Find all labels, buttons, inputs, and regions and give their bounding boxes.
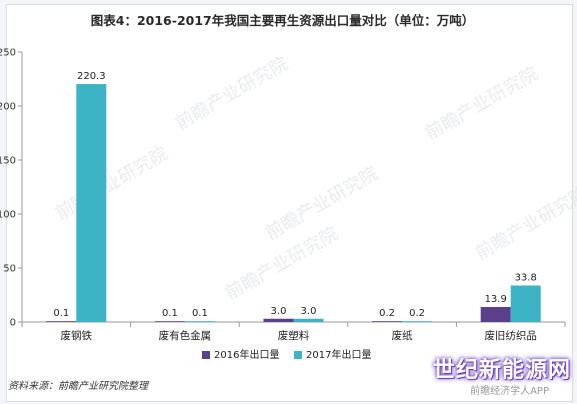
bar	[46, 321, 77, 322]
data-label: 3.0	[271, 306, 287, 317]
brand-subtitle: 前瞻经济学人APP	[470, 386, 549, 397]
bar	[184, 321, 215, 322]
y-tick-label: 100	[0, 210, 16, 221]
data-label: 0.1	[162, 308, 178, 319]
bar	[263, 318, 294, 322]
watermark-text: 前瞻产业研究院	[422, 63, 542, 144]
bar	[402, 321, 433, 322]
data-label: 0.1	[53, 308, 69, 319]
bar	[372, 321, 403, 322]
data-label: 0.1	[192, 308, 208, 319]
brand-watermark: 世纪新能源网	[432, 358, 571, 383]
x-tick-label: 废塑料	[278, 329, 310, 342]
data-label: 0.2	[409, 308, 425, 319]
bar	[480, 306, 511, 322]
data-labels: 0.1 0.1 3.0 0.2 13.9 220.3 0.1 3.0 0.2 33.8	[53, 71, 536, 319]
data-label: 33.8	[515, 272, 537, 283]
x-tick-label: 废纸	[392, 329, 413, 342]
bar	[76, 84, 107, 323]
y-tick-label: 150	[0, 156, 16, 167]
data-label: 0.2	[379, 308, 395, 319]
legend: 2016年出口量 2017年出口量	[202, 348, 371, 361]
bar	[293, 318, 324, 322]
x-tick-label: 废有色金属	[159, 329, 212, 342]
legend-swatch	[294, 351, 302, 359]
data-label: 3.0	[301, 306, 317, 317]
chart-title: 图表4：2016-2017年我国主要再生资源出口量对比（单位：万吨）	[90, 13, 475, 28]
x-tick-label: 废钢铁	[61, 329, 93, 342]
x-tick-label: 废旧纺织品	[484, 329, 537, 342]
y-tick-label: 0	[10, 318, 16, 329]
legend-label: 2017年出口量	[306, 348, 371, 361]
source-note: 资料来源：前瞻产业研究院整理	[8, 381, 148, 392]
legend-label: 2016年出口量	[214, 348, 279, 361]
data-label: 13.9	[485, 294, 507, 305]
data-label: 220.3	[77, 71, 106, 82]
bar	[510, 285, 541, 322]
legend-swatch	[202, 351, 210, 359]
y-tick-label: 250	[0, 48, 16, 59]
watermark-text: 前瞻产业研究院	[472, 183, 577, 264]
bar	[154, 321, 185, 322]
y-tick-label: 200	[0, 102, 16, 113]
y-tick-label: 50	[3, 264, 16, 275]
watermark-text: 前瞻产业研究院	[172, 53, 292, 134]
watermark-text: 前瞻产业研究院	[52, 143, 172, 224]
bars	[46, 84, 541, 323]
